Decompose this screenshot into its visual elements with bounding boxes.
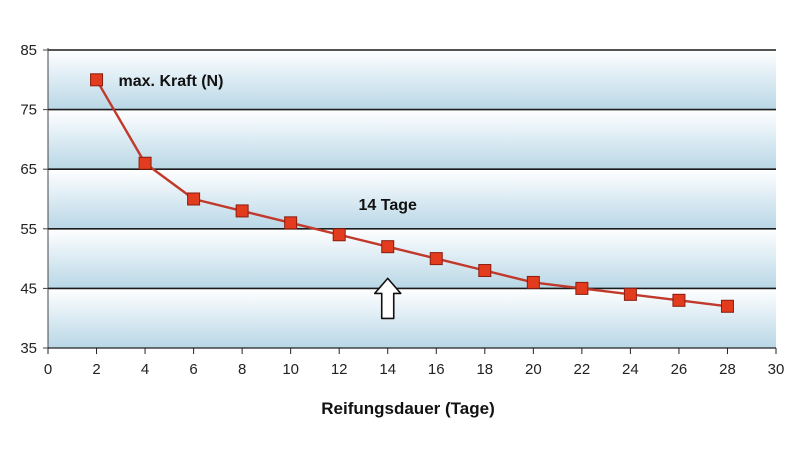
data-point-8 <box>235 204 249 218</box>
band-1 <box>48 228 776 289</box>
annotation-14-tage: 14 Tage <box>359 197 418 214</box>
y-tick-label-55: 55 <box>20 221 37 238</box>
band-4 <box>48 50 776 110</box>
background-bands <box>48 50 776 348</box>
x-tick-label-6: 6 <box>189 361 197 378</box>
x-tick-label-4: 4 <box>141 361 149 378</box>
x-tick-label-14: 14 <box>379 361 396 378</box>
data-point-2 <box>90 73 104 87</box>
y-tick-labels: 35 45 55 65 75 85 <box>20 42 48 357</box>
x-tick-label-24: 24 <box>622 361 639 378</box>
data-point-28 <box>720 299 734 313</box>
x-tick-label-12: 12 <box>331 361 348 378</box>
data-point-10 <box>284 216 298 230</box>
x-tick-label-30: 30 <box>768 361 785 378</box>
x-tick-label-0: 0 <box>44 361 52 378</box>
y-tick-label-45: 45 <box>20 280 37 297</box>
data-point-16 <box>429 252 443 266</box>
data-point-26 <box>672 293 686 307</box>
data-point-14 <box>381 240 395 254</box>
series-layer: max. Kraft (N) <box>90 73 734 313</box>
y-tick-label-85: 85 <box>20 42 37 59</box>
axes <box>47 48 776 349</box>
x-tick-label-26: 26 <box>671 361 688 378</box>
x-tick-label-16: 16 <box>428 361 445 378</box>
annotation-layer: 14 Tage <box>359 197 418 320</box>
data-point-18 <box>478 264 492 278</box>
grid-lines <box>48 49 776 290</box>
y-tick-label-65: 65 <box>20 161 37 178</box>
band-0 <box>48 288 776 348</box>
y-tick-label-35: 35 <box>20 340 37 357</box>
data-point-12 <box>332 228 346 242</box>
data-point-4 <box>138 156 152 170</box>
band-3 <box>48 109 776 170</box>
band-2 <box>48 169 776 229</box>
x-tick-label-28: 28 <box>719 361 736 378</box>
x-axis-title: Reifungsdauer (Tage) <box>321 399 494 418</box>
data-point-24 <box>623 287 637 301</box>
data-point-20 <box>526 275 540 289</box>
up-arrow-icon <box>373 277 402 320</box>
series-label: max. Kraft (N) <box>119 73 224 90</box>
y-tick-label-75: 75 <box>20 102 37 119</box>
x-tick-label-22: 22 <box>574 361 591 378</box>
x-tick-label-2: 2 <box>92 361 100 378</box>
x-tick-label-20: 20 <box>525 361 542 378</box>
x-tick-label-8: 8 <box>238 361 246 378</box>
x-tick-label-18: 18 <box>476 361 493 378</box>
series-line-0 <box>95 79 728 308</box>
data-point-22 <box>575 281 589 295</box>
data-point-6 <box>187 192 201 206</box>
x-tick-label-10: 10 <box>282 361 299 378</box>
x-tick-labels: 0 2 4 6 8 10 12 14 16 18 20 22 24 26 28 30 <box>44 348 785 378</box>
